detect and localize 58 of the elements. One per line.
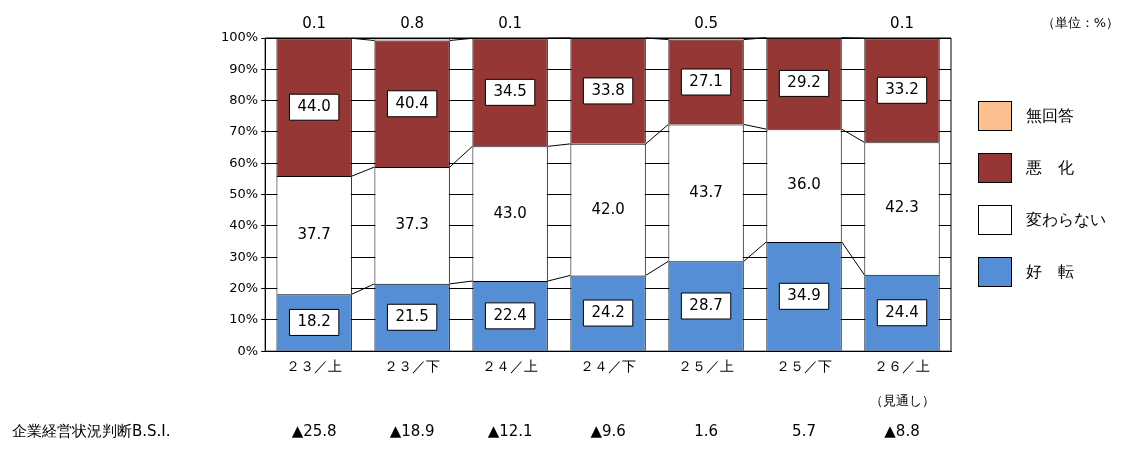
data-label: 42.3 — [885, 198, 919, 217]
y-tick-label: 30% — [229, 248, 259, 264]
y-tick-label: 40% — [229, 217, 259, 233]
text: （見通し） — [869, 392, 935, 408]
data-label: 40.4 — [395, 93, 429, 112]
data-label: 37.7 — [297, 225, 331, 244]
data-label: 18.2 — [297, 312, 331, 331]
data-label: 43.0 — [493, 203, 527, 222]
x-tick-label: ２５／下 — [776, 358, 833, 375]
data-label: 0.1 — [890, 13, 914, 32]
y-tick-label: 80% — [229, 92, 259, 108]
x-tick-label: ２５／上 — [678, 358, 735, 375]
text: 1.6 — [694, 421, 718, 440]
legend-label: 好 転 — [1026, 261, 1074, 283]
data-label: 42.0 — [591, 199, 625, 218]
x-tick-label: ２４／上 — [482, 358, 539, 375]
data-label: 0.8 — [400, 13, 425, 32]
y-tick-label: 60% — [229, 154, 259, 170]
legend-label: 悪 化 — [1026, 157, 1074, 179]
data-label: 22.4 — [493, 305, 527, 324]
text: ▲25.8 — [291, 421, 337, 440]
data-label: 0.5 — [694, 13, 718, 32]
data-label: 21.5 — [395, 307, 429, 326]
data-label: 29.2 — [787, 73, 821, 92]
text: （単位：%） — [1041, 15, 1119, 31]
data-label: 28.7 — [689, 295, 723, 314]
text: 企業経営状況判断B.S.I. — [12, 421, 171, 440]
x-tick-label: ２４／下 — [580, 358, 637, 375]
data-label: 34.5 — [493, 82, 527, 101]
y-tick-label: 10% — [229, 311, 259, 327]
x-tick-label: ２６／上 — [874, 358, 931, 375]
legend-label: 無回答 — [1026, 105, 1074, 127]
text: 5.7 — [792, 421, 816, 440]
data-label: 34.9 — [787, 286, 821, 305]
data-label: 36.0 — [787, 175, 821, 194]
data-label: 0.1 — [498, 13, 523, 32]
y-tick-label: 20% — [229, 279, 259, 295]
data-label: 33.2 — [885, 80, 919, 99]
data-label: 0.1 — [302, 13, 327, 32]
x-tick-label: ２３／下 — [384, 358, 441, 375]
x-tick-label: ２３／上 — [286, 358, 343, 375]
y-tick-label: 70% — [229, 123, 259, 139]
text: ▲12.1 — [487, 421, 533, 440]
data-label: 24.2 — [591, 302, 625, 321]
data-label: 37.3 — [395, 215, 429, 234]
data-label: 43.7 — [689, 182, 723, 201]
y-tick-label: 0% — [237, 342, 259, 358]
y-tick-label: 90% — [229, 60, 259, 76]
text: ▲18.9 — [389, 421, 435, 440]
y-tick-label: 100% — [220, 29, 259, 45]
y-tick-label: 50% — [229, 185, 259, 201]
data-label: 24.4 — [885, 302, 919, 321]
data-label: 33.8 — [591, 80, 625, 99]
data-label: 27.1 — [689, 71, 723, 90]
text: 変わらない — [1026, 209, 1106, 231]
data-label: 44.0 — [297, 97, 331, 116]
text: ▲9.6 — [590, 421, 626, 440]
text: ▲8.8 — [884, 421, 920, 440]
